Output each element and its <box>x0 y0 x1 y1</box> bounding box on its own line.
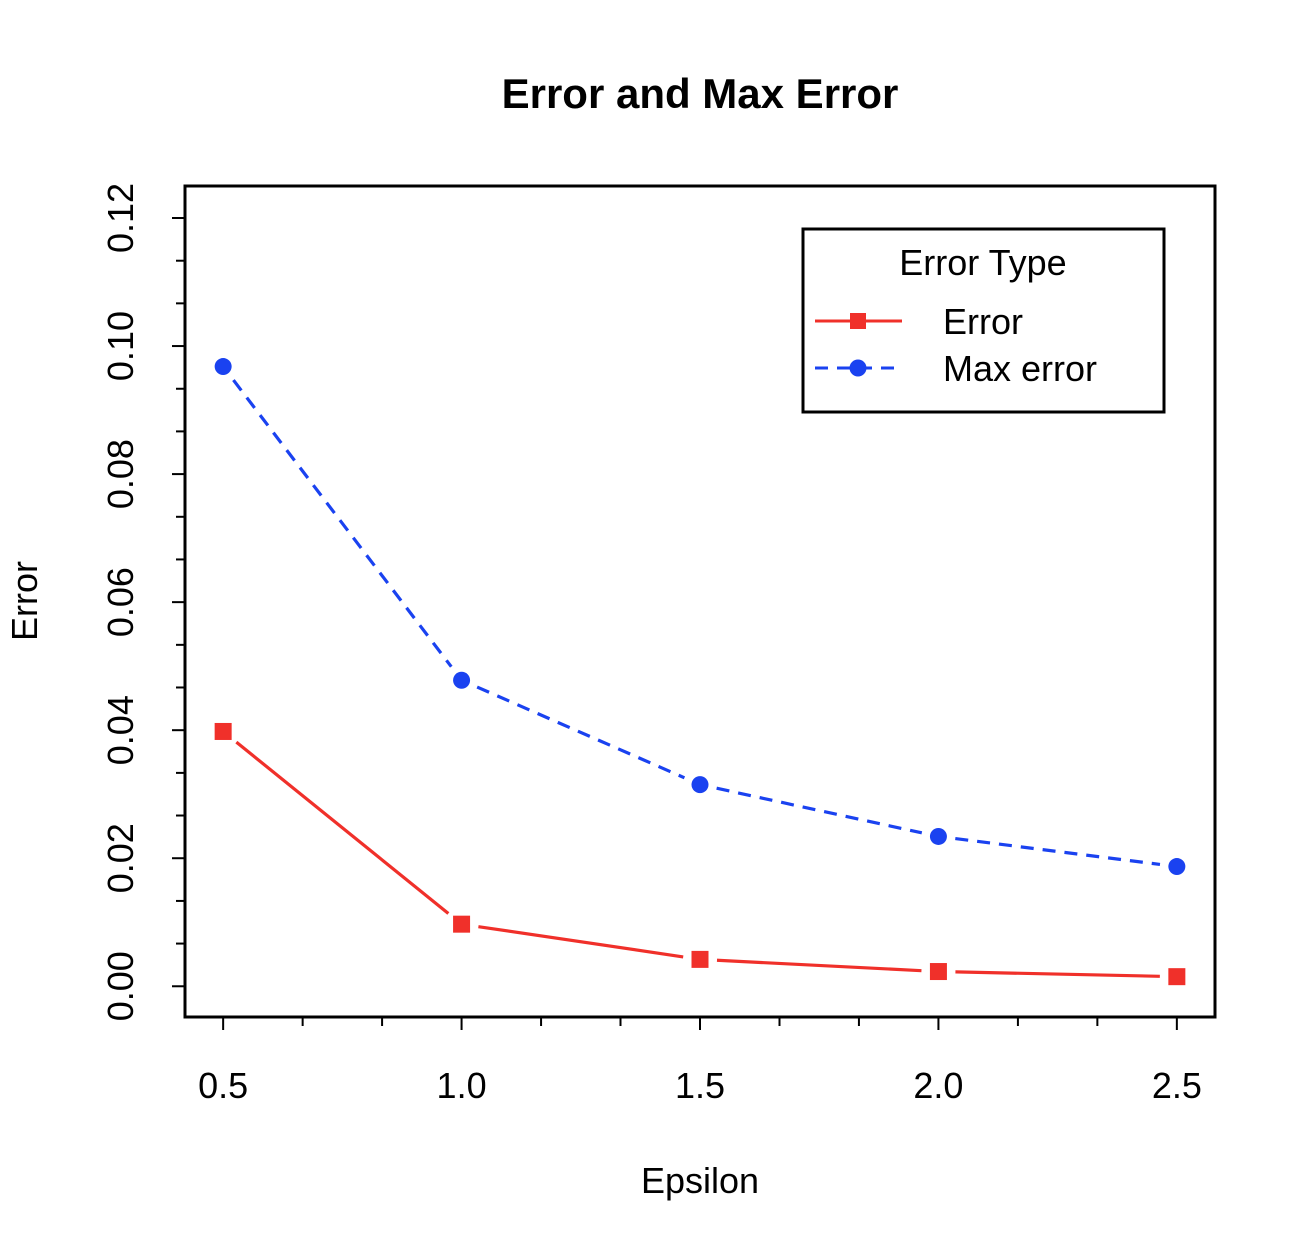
x-tick-label: 1.0 <box>437 1065 487 1106</box>
x-tick-label: 2.5 <box>1152 1065 1202 1106</box>
data-point-max-error <box>929 827 947 845</box>
series-segment-max-error <box>232 379 453 668</box>
series-segment-error <box>955 970 1160 978</box>
data-point-error <box>1168 968 1186 986</box>
y-tick-label: 0.04 <box>100 695 141 765</box>
data-point-max-error <box>453 671 471 689</box>
data-point-max-error <box>691 776 709 794</box>
legend-max-error-label: Max error <box>943 348 1097 389</box>
x-tick-label: 1.5 <box>675 1065 725 1106</box>
x-tick-label: 2.0 <box>913 1065 963 1106</box>
data-point-max-error <box>214 358 232 376</box>
y-tick-label: 0.02 <box>100 823 141 893</box>
series-layer <box>214 358 1186 986</box>
legend-max-error-marker <box>849 359 867 377</box>
legend: Error Type Error Max error <box>801 227 1166 414</box>
data-point-error <box>929 963 947 981</box>
series-segment-error <box>235 740 450 915</box>
y-tick-label: 0.10 <box>100 311 141 381</box>
y-tick-label: 0.08 <box>100 439 141 509</box>
series-segment-max-error <box>476 685 686 780</box>
series-segment-error <box>716 958 922 973</box>
data-point-error <box>453 915 471 933</box>
legend-error-label: Error <box>943 301 1023 342</box>
legend-error-marker <box>850 313 866 329</box>
y-tick-label: 0.06 <box>100 567 141 637</box>
x-tick-label: 0.5 <box>198 1065 248 1106</box>
data-point-max-error <box>1168 858 1186 876</box>
y-tick-label: 0.12 <box>100 183 141 253</box>
series-segment-max-error <box>955 837 1161 867</box>
y-tick-label: 0.00 <box>100 951 141 1021</box>
axes-layer: 0.5 1.0 1.5 2.0 2.5 0.00 0.02 0.04 0.06 0.08 0.10 0… <box>100 183 1202 1106</box>
legend-title: Error Type <box>899 242 1066 283</box>
data-point-error <box>214 722 232 740</box>
series-error <box>214 722 1186 986</box>
series-max-error <box>214 358 1186 876</box>
chart-title: Error and Max Error <box>502 70 899 117</box>
y-axis-label: Error <box>4 561 45 641</box>
series-segment-error <box>478 925 684 959</box>
data-point-error <box>691 950 709 968</box>
x-axis-label: Epsilon <box>641 1160 759 1201</box>
